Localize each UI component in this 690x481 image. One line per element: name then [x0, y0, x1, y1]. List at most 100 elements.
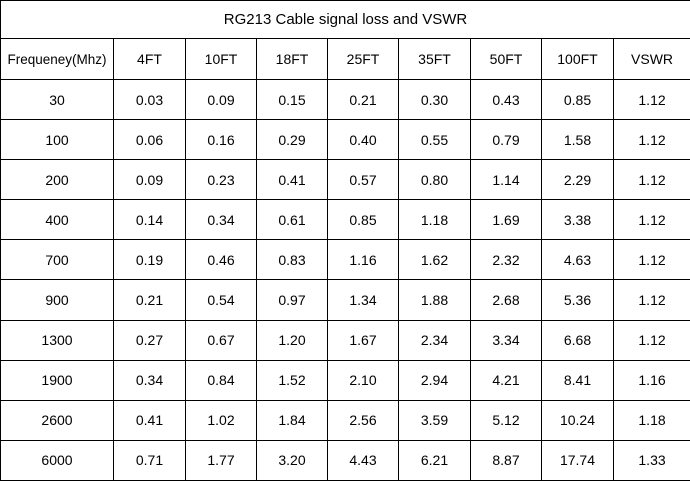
- table-cell: 0.85: [541, 78, 614, 121]
- table-cell: 0.55: [398, 119, 471, 161]
- table-cell: 0.80: [398, 159, 471, 201]
- table-cell: 0.40: [327, 119, 399, 161]
- column-header: 25FT: [327, 38, 399, 80]
- table-cell: 0.03: [113, 78, 186, 121]
- table-cell: 2.94: [398, 359, 471, 401]
- table-row: 700 0.19 0.46 0.83 1.16 1.62 2.32 4.63 1.12: [0, 239, 690, 281]
- table-cell: 1.14: [470, 159, 542, 201]
- table-cell: 4.21: [470, 359, 542, 401]
- table-cell: 0.16: [185, 119, 257, 161]
- table-cell: 0.19: [113, 239, 186, 281]
- frequency-cell: 100: [0, 119, 114, 161]
- table-row: 30 0.03 0.09 0.15 0.21 0.30 0.43 0.85 1.12: [0, 78, 690, 121]
- table-cell: 0.15: [256, 78, 328, 121]
- table-body: 30 0.03 0.09 0.15 0.21 0.30 0.43 0.85 1.12 100 0.0…: [0, 78, 690, 481]
- table-row: 1900 0.34 0.84 1.52 2.10 2.94 4.21 8.41 1.16: [0, 359, 690, 401]
- table-cell: 0.83: [256, 239, 328, 281]
- column-header: VSWR: [612, 38, 690, 80]
- table-cell: 0.85: [327, 199, 399, 241]
- table-cell: 0.84: [185, 359, 257, 401]
- table-cell: 5.36: [541, 279, 614, 321]
- table-cell: 0.34: [113, 359, 186, 401]
- table-cell: 1.18: [612, 399, 690, 441]
- table-cell: 1.77: [185, 439, 257, 481]
- table-cell: 3.34: [470, 319, 542, 361]
- table-cell: 1.88: [398, 279, 471, 321]
- column-header: 10FT: [185, 38, 257, 80]
- table-cell: 0.97: [256, 279, 328, 321]
- table-cell: 0.41: [256, 159, 328, 201]
- table-cell: 1.18: [398, 199, 471, 241]
- table-row: 100 0.06 0.16 0.29 0.40 0.55 0.79 1.58 1.12: [0, 119, 690, 161]
- column-header: 35FT: [398, 38, 471, 80]
- table-cell: 1.12: [612, 239, 690, 281]
- table-cell: 8.41: [541, 359, 614, 401]
- table-cell: 6.21: [398, 439, 471, 481]
- table-title: RG213 Cable signal loss and VSWR: [0, 0, 690, 39]
- table-cell: 0.14: [113, 199, 186, 241]
- table-cell: 0.71: [113, 439, 186, 481]
- frequency-cell: 1900: [0, 359, 114, 401]
- table-cell: 17.74: [541, 439, 614, 481]
- table-cell: 0.43: [470, 78, 542, 121]
- table-cell: 1.69: [470, 199, 542, 241]
- column-header: 18FT: [256, 38, 328, 80]
- table-cell: 1.12: [612, 319, 690, 361]
- table-cell: 0.41: [113, 399, 186, 441]
- table-cell: 2.34: [398, 319, 471, 361]
- table-row: 6000 0.71 1.77 3.20 4.43 6.21 8.87 17.74 1.33: [0, 439, 690, 481]
- table-cell: 0.61: [256, 199, 328, 241]
- table-cell: 6.68: [541, 319, 614, 361]
- table-cell: 0.54: [185, 279, 257, 321]
- table-cell: 0.57: [327, 159, 399, 201]
- table-cell: 1.12: [612, 159, 690, 201]
- table-row: 200 0.09 0.23 0.41 0.57 0.80 1.14 2.29 1.12: [0, 159, 690, 201]
- table-row: 900 0.21 0.54 0.97 1.34 1.88 2.68 5.36 1.12: [0, 279, 690, 321]
- table-cell: 1.67: [327, 319, 399, 361]
- table-cell: 0.09: [113, 159, 186, 201]
- table-cell: 0.46: [185, 239, 257, 281]
- table-cell: 1.62: [398, 239, 471, 281]
- table-cell: 0.34: [185, 199, 257, 241]
- table-cell: 2.29: [541, 159, 614, 201]
- table-cell: 4.63: [541, 239, 614, 281]
- table-row: 1300 0.27 0.67 1.20 1.67 2.34 3.34 6.68 1.12: [0, 319, 690, 361]
- table-cell: 1.16: [327, 239, 399, 281]
- table-cell: 1.33: [612, 439, 690, 481]
- column-header: 100FT: [541, 38, 614, 80]
- column-header: Frequeney(Mhz): [0, 38, 114, 80]
- frequency-cell: 400: [0, 199, 114, 241]
- table-cell: 1.12: [612, 199, 690, 241]
- table-cell: 3.38: [541, 199, 614, 241]
- table-cell: 3.59: [398, 399, 471, 441]
- header-row: Frequeney(Mhz) 4FT 10FT 18FT 25FT 35FT 50FT 100…: [0, 38, 690, 80]
- table-cell: 1.34: [327, 279, 399, 321]
- table-cell: 1.02: [185, 399, 257, 441]
- table-cell: 0.21: [113, 279, 186, 321]
- column-header: 50FT: [470, 38, 542, 80]
- table-cell: 1.12: [612, 78, 690, 121]
- table-row: 400 0.14 0.34 0.61 0.85 1.18 1.69 3.38 1.12: [0, 199, 690, 241]
- table-cell: 0.29: [256, 119, 328, 161]
- table-cell: 1.12: [612, 279, 690, 321]
- table-cell: 0.79: [470, 119, 542, 161]
- frequency-cell: 6000: [0, 439, 114, 481]
- table-cell: 1.52: [256, 359, 328, 401]
- table-cell: 2.56: [327, 399, 399, 441]
- table-cell: 1.16: [612, 359, 690, 401]
- table-cell: 8.87: [470, 439, 542, 481]
- table-cell: 0.30: [398, 78, 471, 121]
- table-cell: 2.32: [470, 239, 542, 281]
- column-header: 4FT: [113, 38, 186, 80]
- table-cell: 0.27: [113, 319, 186, 361]
- table-row: 2600 0.41 1.02 1.84 2.56 3.59 5.12 10.24 1.18: [0, 399, 690, 441]
- table-cell: 1.84: [256, 399, 328, 441]
- table-cell: 0.21: [327, 78, 399, 121]
- table-cell: 1.12: [612, 119, 690, 161]
- table-cell: 5.12: [470, 399, 542, 441]
- table-cell: 2.68: [470, 279, 542, 321]
- frequency-cell: 900: [0, 279, 114, 321]
- table-cell: 1.20: [256, 319, 328, 361]
